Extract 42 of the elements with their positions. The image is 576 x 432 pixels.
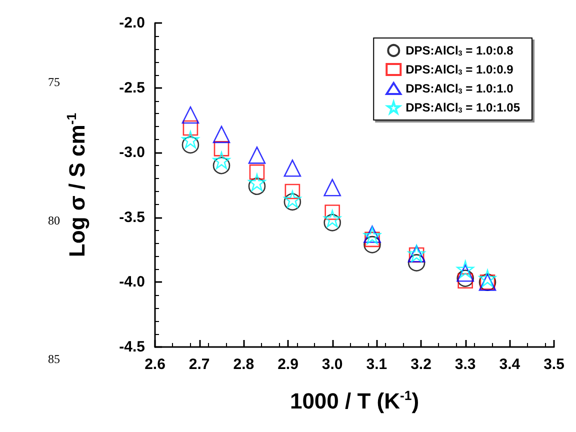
point <box>456 260 474 278</box>
point <box>182 106 200 124</box>
x-tick-label: 3.3 <box>454 356 476 373</box>
point <box>249 164 265 180</box>
x-tick-label: 2.9 <box>278 356 298 373</box>
point <box>212 126 230 144</box>
y-tick-label: -4.0 <box>119 274 145 291</box>
x-tick-label: 3.2 <box>410 356 432 373</box>
x-tick-label: 2.7 <box>188 356 210 373</box>
x-tick-label: 3.4 <box>499 356 521 373</box>
point <box>248 178 266 195</box>
point <box>248 146 266 164</box>
point <box>456 270 474 287</box>
x-tick-label: 2.8 <box>233 356 254 373</box>
point <box>478 270 496 287</box>
point <box>458 273 473 289</box>
text: 75 <box>48 75 60 89</box>
point <box>214 141 230 156</box>
y-tick-label: -3.5 <box>119 208 145 226</box>
y-tick-label: -2.5 <box>119 79 145 96</box>
point <box>324 178 341 196</box>
point <box>248 174 266 192</box>
x-tick-label: 2.6 <box>144 356 166 373</box>
y-tick-label: -4.5 <box>119 338 145 356</box>
x-tick-label: 3.1 <box>366 356 388 373</box>
point <box>284 160 302 177</box>
point <box>182 120 198 136</box>
point <box>182 130 200 148</box>
point <box>212 156 230 174</box>
point <box>456 264 474 282</box>
point <box>324 210 341 228</box>
text: 80 <box>48 214 60 228</box>
y-tick-label: -3.0 <box>119 144 145 162</box>
point <box>212 152 230 170</box>
text: 85 <box>48 352 60 366</box>
point <box>324 214 341 232</box>
x-tick-label: 3.5 <box>544 356 564 373</box>
y-axis-title: Log σ / S cm-1 <box>64 112 90 258</box>
x-tick-label: 3.0 <box>322 356 343 373</box>
point <box>408 254 426 272</box>
point <box>182 136 200 154</box>
y-tick-label: -2.0 <box>119 14 145 32</box>
